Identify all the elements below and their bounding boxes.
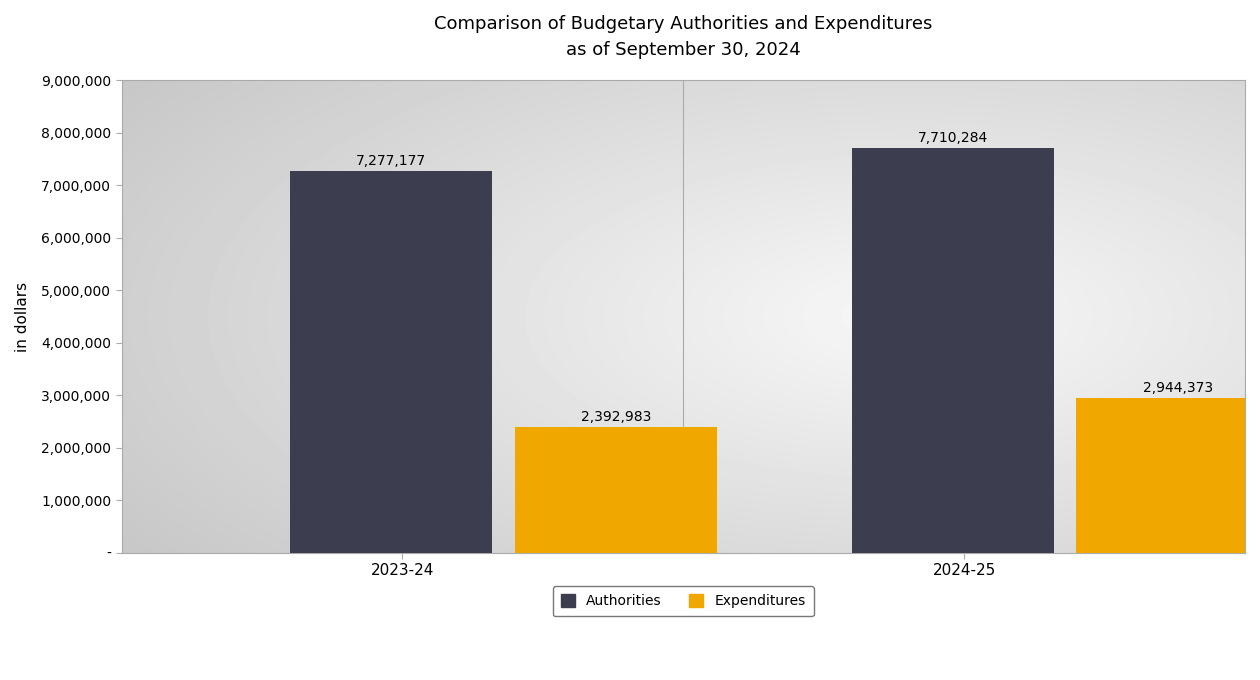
Title: Comparison of Budgetary Authorities and Expenditures
as of September 30, 2024: Comparison of Budgetary Authorities and …: [435, 15, 932, 59]
Text: 7,710,284: 7,710,284: [917, 131, 988, 145]
Bar: [290, 171, 493, 553]
Text: 7,277,177: 7,277,177: [357, 154, 426, 168]
Legend: Authorities, Expenditures: Authorities, Expenditures: [553, 586, 814, 617]
Bar: [515, 427, 717, 553]
Text: 2,944,373: 2,944,373: [1143, 381, 1212, 395]
Bar: [1076, 398, 1260, 553]
Bar: [852, 148, 1055, 553]
Text: 2,392,983: 2,392,983: [581, 410, 651, 424]
Y-axis label: in dollars: in dollars: [15, 282, 30, 352]
